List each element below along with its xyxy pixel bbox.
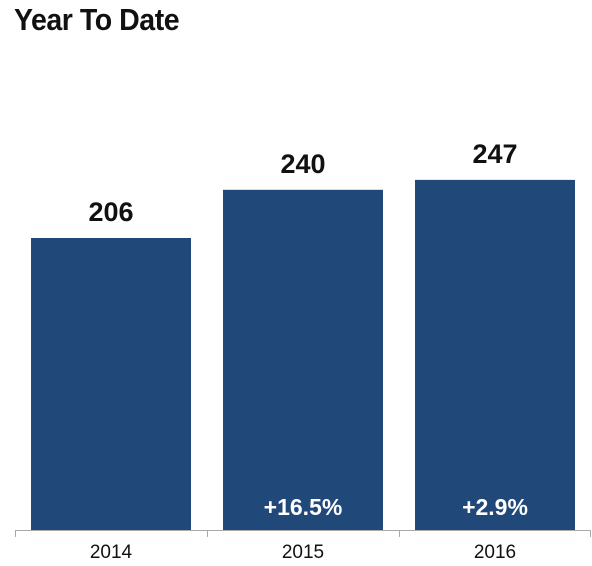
change-label-2015: +16.5% bbox=[264, 494, 343, 520]
change-label-2016: +2.9% bbox=[462, 494, 528, 520]
value-label-2016: 247 bbox=[472, 139, 517, 169]
x-tick-label-2014: 2014 bbox=[90, 542, 133, 563]
bar-2015 bbox=[223, 189, 383, 530]
x-tick-label-2016: 2016 bbox=[474, 542, 516, 563]
value-label-2015: 240 bbox=[280, 149, 325, 179]
chart-title: Year To Date bbox=[14, 2, 180, 37]
x-tick-label-2015: 2015 bbox=[282, 542, 324, 563]
bar-2014 bbox=[31, 238, 191, 530]
value-label-2014: 206 bbox=[88, 197, 133, 227]
bar-2016 bbox=[415, 179, 575, 531]
